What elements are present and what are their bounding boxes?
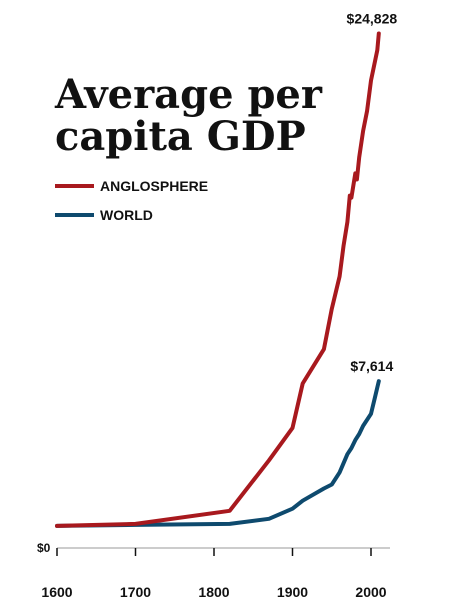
series-lines xyxy=(55,31,381,528)
series-line-world xyxy=(55,379,381,528)
chart-title-line-1: Average per xyxy=(54,71,323,118)
end-label-world: $7,614 xyxy=(350,358,393,374)
end-label-anglosphere: $24,828 xyxy=(347,10,398,26)
series-line-anglosphere xyxy=(55,31,381,528)
x-tick-label-1700: 1700 xyxy=(120,584,151,600)
legend: ANGLOSPHERE WORLD xyxy=(55,178,208,223)
x-tick-label-2000: 2000 xyxy=(355,584,386,600)
x-tick-label-1600: 1600 xyxy=(41,584,72,600)
legend-label-world: WORLD xyxy=(100,207,153,223)
legend-label-anglosphere: ANGLOSPHERE xyxy=(100,178,208,194)
x-axis-ticks: 1600 1700 1800 1900 2000 xyxy=(41,548,387,600)
x-tick-label-1800: 1800 xyxy=(198,584,229,600)
chart-title-line-2: capita GDP xyxy=(55,113,306,160)
y-zero-label: $0 xyxy=(37,541,51,555)
end-labels: $7,614 $24,828 xyxy=(347,10,398,374)
x-tick-label-1900: 1900 xyxy=(277,584,308,600)
